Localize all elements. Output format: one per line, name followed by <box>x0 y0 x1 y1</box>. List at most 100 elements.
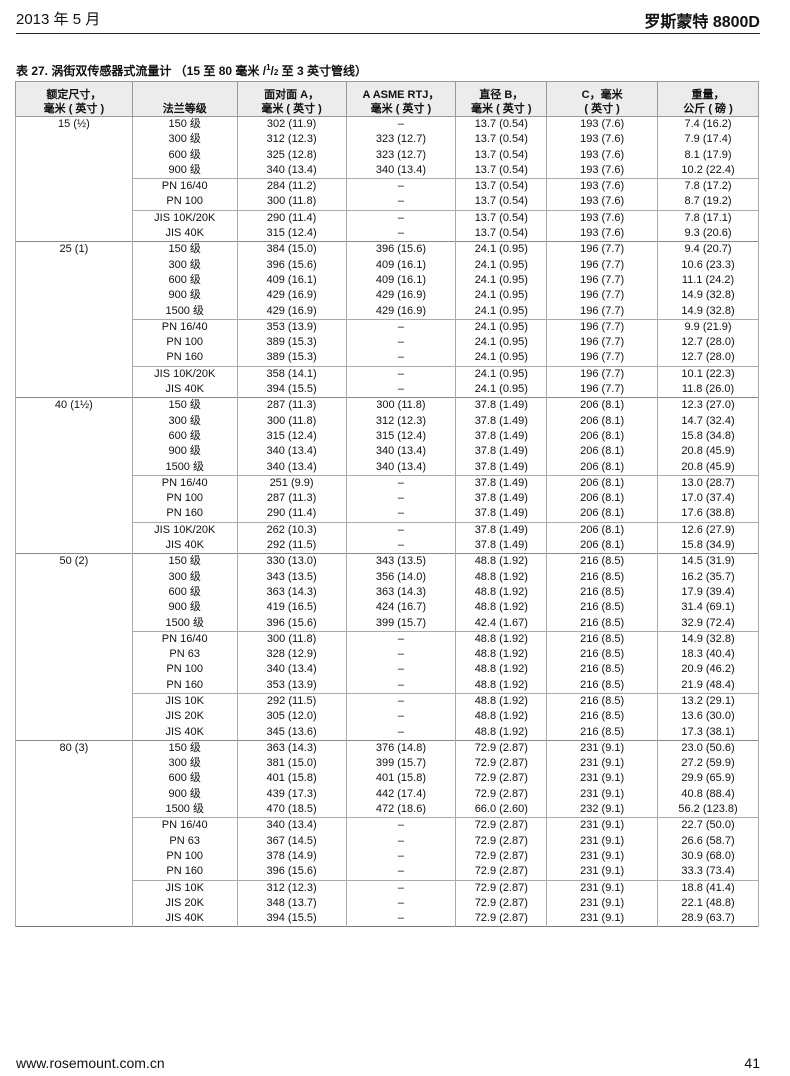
cell-flange-class: 150 级 <box>131 553 238 570</box>
table-row: 900 级 340 (13.4) 340 (13.4) 37.8 (1.49) 206 … <box>16 444 759 460</box>
cell-c: 206 (8.1) <box>546 506 659 523</box>
cell-weight: 20.8 (45.9) <box>657 444 759 460</box>
cell-flange-class: JIS 10K <box>131 879 238 896</box>
table-row: PN 63 328 (12.9) –48.8 (1.92) 216 (8.5) 18.3… <box>16 647 759 663</box>
cell-a-asme-rtj: – <box>345 474 457 492</box>
cell-diameter-b: 48.8 (1.92) <box>455 553 548 570</box>
cell-face-to-face-a: 353 (13.9) <box>236 318 347 336</box>
cell-a-asme-rtj: – <box>345 521 457 539</box>
cell-weight: 21.9 (48.4) <box>657 677 759 694</box>
column-header-line: 重量， <box>691 89 725 101</box>
cell-face-to-face-a: 302 (11.9) <box>236 116 347 133</box>
cell-flange-class: 1500 级 <box>131 303 238 320</box>
cell-face-to-face-a: 353 (13.9) <box>236 677 347 694</box>
caption-suffix: 至 3 英寸管线） <box>278 64 367 78</box>
column-header-size: 额定尺寸， 毫米 ( 英寸 ) <box>15 81 133 117</box>
cell-weight: 8.7 (19.2) <box>657 194 759 211</box>
cell-a-asme-rtj: 472 (18.6) <box>345 802 457 818</box>
cell-a-asme-rtj: – <box>345 833 457 849</box>
cell-a-asme-rtj: – <box>345 817 457 834</box>
cell-c: 216 (8.5) <box>546 615 659 632</box>
cell-face-to-face-a: 292 (11.5) <box>236 692 347 710</box>
column-header-line: 毫米 ( 英寸 ) <box>261 103 322 115</box>
cell-size: 25 (1) <box>15 241 133 398</box>
cell-a-asme-rtj: – <box>345 365 457 383</box>
footer-url[interactable]: www.rosemount.com.cn <box>16 1055 165 1071</box>
cell-diameter-b: 48.8 (1.92) <box>455 692 548 710</box>
cell-flange-class: PN 63 <box>131 647 238 663</box>
cell-face-to-face-a: 340 (13.4) <box>236 662 347 678</box>
table-row: 1500 级 429 (16.9) 429 (16.9) 24.1 (0.95) 196… <box>16 303 759 320</box>
cell-a-asme-rtj: – <box>345 630 457 648</box>
cell-flange-class: 600 级 <box>131 147 238 163</box>
cell-weight: 17.9 (39.4) <box>657 584 759 601</box>
cell-flange-class: JIS 10K/20K <box>131 365 238 383</box>
cell-size: 40 (1½) <box>15 397 133 554</box>
cell-diameter-b: 37.8 (1.49) <box>455 538 548 554</box>
cell-diameter-b: 24.1 (0.95) <box>455 365 548 383</box>
cell-weight: 16.2 (35.7) <box>657 569 759 585</box>
cell-flange-class: 900 级 <box>131 162 238 179</box>
table-row: 25 (1) 150 级 384 (15.0) 396 (15.6) 24.1 (0.9… <box>15 241 759 398</box>
cell-diameter-b: 48.8 (1.92) <box>455 584 548 601</box>
cell-c: 196 (7.7) <box>546 257 659 273</box>
cell-a-asme-rtj: – <box>345 194 457 211</box>
cell-face-to-face-a: 396 (15.6) <box>236 257 347 273</box>
cell-flange-class: JIS 40K <box>131 911 238 927</box>
cell-diameter-b: 24.1 (0.95) <box>455 335 548 351</box>
cell-face-to-face-a: 396 (15.6) <box>236 615 347 632</box>
page-number: 41 <box>744 1055 760 1071</box>
cell-flange-class: 600 级 <box>131 272 238 289</box>
cell-c: 206 (8.1) <box>546 491 659 507</box>
table-row: 900 级 429 (16.9) 429 (16.9) 24.1 (0.95) 196 … <box>16 288 759 304</box>
cell-face-to-face-a: 284 (11.2) <box>236 178 347 195</box>
cell-c: 206 (8.1) <box>546 444 659 460</box>
cell-flange-class: 300 级 <box>131 413 238 429</box>
table-row: PN 160 353 (13.9) –48.8 (1.92) 216 (8.5) 21.… <box>16 677 759 694</box>
cell-diameter-b: 72.9 (2.87) <box>455 833 548 849</box>
cell-face-to-face-a: 290 (11.4) <box>236 506 347 523</box>
cell-size: 80 (3) <box>15 739 133 927</box>
cell-a-asme-rtj: 399 (15.7) <box>345 756 457 772</box>
cell-a-asme-rtj: 396 (15.6) <box>345 241 457 258</box>
cell-flange-class: 1500 级 <box>131 459 238 476</box>
cell-face-to-face-a: 348 (13.7) <box>236 895 347 912</box>
cell-diameter-b: 24.1 (0.95) <box>455 350 548 367</box>
cell-c: 231 (9.1) <box>546 771 659 787</box>
cell-weight: 11.1 (24.2) <box>657 272 759 289</box>
cell-c: 196 (7.7) <box>546 288 659 304</box>
cell-a-asme-rtj: 429 (16.9) <box>345 288 457 304</box>
cell-c: 216 (8.5) <box>546 630 659 648</box>
cell-face-to-face-a: 389 (15.3) <box>236 335 347 351</box>
header-date: 2013 年 5 月 <box>16 11 101 28</box>
cell-c: 216 (8.5) <box>546 709 659 725</box>
cell-a-asme-rtj: – <box>345 318 457 336</box>
cell-weight: 7.8 (17.1) <box>657 209 759 227</box>
cell-weight: 20.8 (45.9) <box>657 459 759 476</box>
cell-flange-class: PN 160 <box>131 677 238 694</box>
cell-a-asme-rtj: – <box>345 879 457 896</box>
cell-c: 196 (7.7) <box>546 241 659 258</box>
table-row: 15 (½) 150 级 302 (11.9) –13.7 (0.54) 193 (7.… <box>15 115 759 242</box>
cell-diameter-b: 37.8 (1.49) <box>455 397 548 414</box>
table-row: JIS 10K/20K 290 (11.4) –13.7 (0.54) 193 (7.… <box>16 209 759 227</box>
cell-flange-class: JIS 20K <box>131 709 238 725</box>
cell-flange-class: JIS 40K <box>131 538 238 554</box>
cell-weight: 11.8 (26.0) <box>657 382 759 398</box>
cell-flange-class: 1500 级 <box>131 802 238 818</box>
cell-weight: 9.9 (21.9) <box>657 318 759 336</box>
cell-face-to-face-a: 419 (16.5) <box>236 600 347 616</box>
cell-flange-class: PN 100 <box>131 335 238 351</box>
cell-c: 196 (7.7) <box>546 318 659 336</box>
caption-sup: 1 <box>266 63 271 72</box>
cell-face-to-face-a: 363 (14.3) <box>236 584 347 601</box>
cell-diameter-b: 13.7 (0.54) <box>455 147 548 163</box>
cell-diameter-b: 24.1 (0.95) <box>455 241 548 258</box>
cell-flange-class: 150 级 <box>131 739 238 757</box>
cell-flange-class: 600 级 <box>131 428 238 445</box>
table-row: PN 16/40 340 (13.4) –72.9 (2.87) 231 (9.1) 2… <box>16 817 759 834</box>
cell-diameter-b: 48.8 (1.92) <box>455 709 548 725</box>
cell-diameter-b: 37.8 (1.49) <box>455 459 548 476</box>
table-row: JIS 10K/20K 262 (10.3) –37.8 (1.49) 206 (8.… <box>16 521 759 539</box>
cell-face-to-face-a: 381 (15.0) <box>236 756 347 772</box>
